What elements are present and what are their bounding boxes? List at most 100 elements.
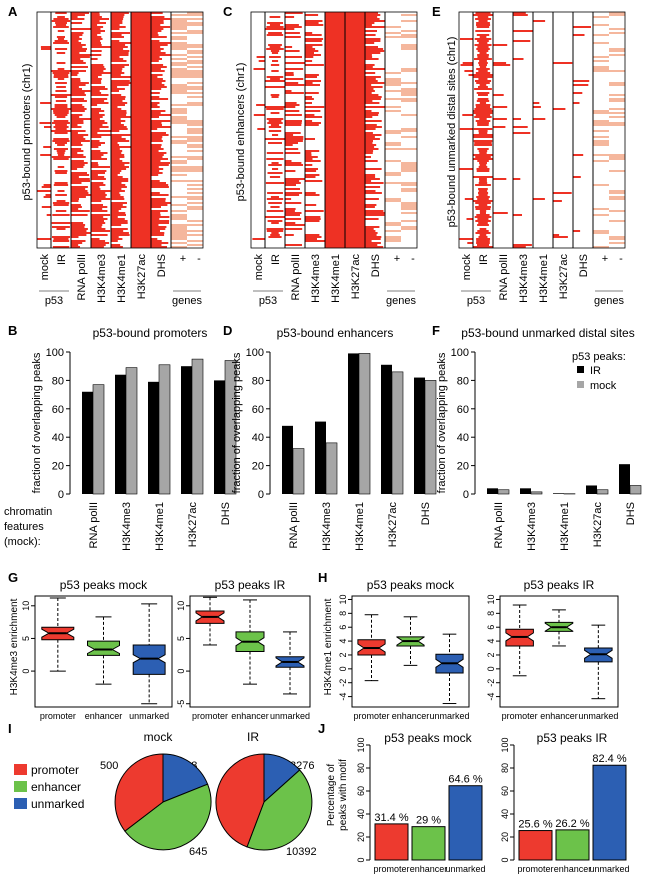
- heatmap-c-col-label: RNA polII: [290, 254, 302, 300]
- chart-d-bar-ir: [348, 353, 359, 494]
- heatmap-c-cell: [365, 50, 385, 52]
- heatmap-a-cell: [55, 194, 67, 196]
- heatmap-c-cell: [285, 162, 302, 164]
- heatmap-a-cell: [111, 186, 127, 188]
- chart-j-ir-x-tick-label: unmarked: [589, 864, 629, 874]
- heatmap-a-cell: [71, 84, 86, 86]
- heatmap-a-cell: [187, 184, 203, 186]
- chart-d-bar-mock: [424, 380, 437, 495]
- heatmap-c-cell: [285, 120, 302, 122]
- heatmap-a-cell: [171, 166, 187, 168]
- heatmap-a-cell: [71, 200, 79, 202]
- heatmap-a-cell: [91, 182, 104, 184]
- chart-g-mock-y-tick-label: 5: [21, 636, 31, 641]
- heatmap-a-cell: [91, 132, 98, 134]
- heatmap-a-cell: [151, 168, 164, 170]
- heatmap-e-cell: [573, 92, 583, 94]
- heatmap-a-cell: [56, 52, 66, 54]
- heatmap-c-cell: [256, 56, 265, 58]
- heatmap-a-cell: [111, 84, 129, 86]
- heatmap-a-cell: [57, 152, 65, 154]
- heatmap-e-cell: [593, 232, 609, 234]
- chart-h-ir-y-tick-label: 6: [486, 625, 496, 630]
- chart-b-bar-ir: [214, 380, 225, 494]
- heatmap-a-cell: [111, 178, 129, 180]
- heatmap-c-cell: [285, 182, 301, 184]
- heatmap-a-cell: [57, 78, 65, 80]
- heatmap-a-cell: [91, 126, 109, 128]
- heatmap-a-cell: [111, 194, 121, 196]
- heatmap-a-cell: [53, 184, 69, 186]
- heatmap-e-cell: [478, 182, 488, 184]
- heatmap-a-cell: [111, 222, 128, 224]
- heatmap-c-cell: [401, 114, 417, 116]
- heatmap-c-cell: [285, 68, 304, 70]
- chart-g-ir-frame: [189, 595, 311, 708]
- heatmap-a-cell: [151, 86, 167, 88]
- heatmap-a-cell: [71, 148, 82, 150]
- heatmap-e-cell: [513, 132, 531, 134]
- heatmap-a-cell: [71, 246, 80, 248]
- heatmap-e-cell: [473, 200, 493, 202]
- heatmap-a-cell: [171, 214, 187, 216]
- heatmap-e-cell: [476, 214, 490, 216]
- heatmap-c-cell: [285, 134, 294, 136]
- chart-g-ir-y-tick-label: 10: [176, 601, 186, 611]
- chart-b-title: p53-bound promoters: [93, 326, 208, 340]
- heatmap-c-cell: [401, 14, 417, 16]
- heatmap-a-cell: [91, 210, 108, 212]
- heatmap-c-cell: [285, 178, 305, 180]
- heatmap-c-cell: [285, 188, 300, 190]
- heatmap-a-cell: [171, 36, 187, 38]
- heatmap-a-cell: [46, 214, 51, 216]
- chart-h-mock-y-tick-label: -4: [338, 693, 348, 701]
- heatmap-a-cell: [91, 196, 106, 198]
- heatmap-a-cell: [71, 86, 79, 88]
- chart-j-ir-data-label: 25.6 %: [518, 819, 552, 831]
- heatmap-a-cell: [57, 190, 65, 192]
- heatmap-a-cell: [111, 180, 129, 182]
- heatmap-c-cell: [365, 40, 381, 42]
- heatmap-c-cell: [365, 90, 375, 92]
- heatmap-e-col-label: IR: [478, 254, 490, 265]
- heatmap-a-cell: [111, 144, 120, 146]
- chart-b-y-tick-label: 40: [52, 432, 64, 444]
- chart-f-bar-mock: [596, 489, 609, 495]
- chart-d-bar-mock: [292, 448, 305, 495]
- heatmap-a-cell: [151, 214, 161, 216]
- heatmap-a-cell: [111, 150, 123, 152]
- legend-label-promoter: promoter: [31, 763, 79, 777]
- heatmap-a-cell: [91, 162, 98, 164]
- heatmap-e-cell: [478, 150, 488, 152]
- heatmap-c-cell: [365, 124, 377, 126]
- heatmap-e-cell: [478, 62, 488, 64]
- heatmap-e-cell: [593, 136, 609, 138]
- heatmap-e-cell: [476, 100, 490, 102]
- heatmap-c-cell: [305, 40, 322, 42]
- heatmap-a-cell: [71, 226, 85, 228]
- heatmap-a-cell: [187, 60, 203, 62]
- heatmap-a-cell: [91, 114, 105, 116]
- heatmap-c-cell: [305, 14, 319, 16]
- legend-swatch-enhancer: [14, 781, 27, 792]
- heatmap-a-cell: [71, 36, 80, 38]
- heatmap-e-cell: [475, 106, 490, 108]
- heatmap-a-cell: [111, 182, 122, 184]
- heatmap-c-cell: [285, 198, 292, 200]
- heatmap-e-cell: [476, 196, 490, 198]
- heatmap-e-cell: [477, 122, 489, 124]
- heatmap-a-cell: [151, 30, 162, 32]
- heatmap-e-group-p53: p53: [467, 295, 485, 307]
- heatmap-e-cell: [474, 216, 492, 218]
- heatmap-a-cell: [37, 238, 51, 240]
- heatmap-c-cell: [285, 74, 294, 76]
- heatmap-a-cell: [151, 112, 161, 114]
- heatmap-e-cell: [609, 210, 625, 212]
- heatmap-a-cell: [111, 108, 122, 110]
- heatmap-a-cell: [187, 102, 203, 104]
- heatmap-a-cell: [151, 192, 160, 194]
- chart-h-ir-y-tick-label: -2: [486, 679, 496, 687]
- heatmap-c-cell: [305, 56, 314, 58]
- heatmap-a-cell: [151, 116, 159, 118]
